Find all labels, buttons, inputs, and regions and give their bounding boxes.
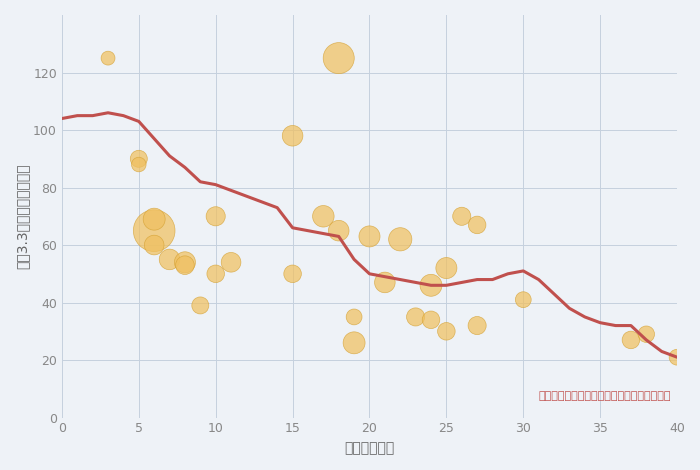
Point bbox=[410, 313, 421, 321]
Point bbox=[456, 212, 468, 220]
Point bbox=[179, 261, 190, 269]
Point bbox=[210, 270, 221, 278]
Point bbox=[364, 233, 375, 240]
Point bbox=[102, 55, 113, 62]
Point bbox=[349, 313, 360, 321]
Point bbox=[472, 322, 483, 329]
Point bbox=[640, 330, 652, 338]
Point bbox=[148, 241, 160, 249]
Point bbox=[287, 132, 298, 140]
Point bbox=[287, 270, 298, 278]
Point bbox=[441, 328, 452, 335]
Point bbox=[426, 282, 437, 289]
Point bbox=[333, 55, 344, 62]
Point bbox=[441, 264, 452, 272]
Point bbox=[225, 258, 237, 266]
Point bbox=[148, 227, 160, 235]
Text: 円の大きさは、取引のあった物件面積を示す: 円の大きさは、取引のあった物件面積を示す bbox=[538, 392, 671, 401]
Point bbox=[333, 227, 344, 235]
Point bbox=[318, 212, 329, 220]
Point bbox=[195, 302, 206, 309]
Point bbox=[210, 212, 221, 220]
Point bbox=[164, 256, 175, 263]
Point bbox=[426, 316, 437, 323]
Point bbox=[179, 258, 190, 266]
Point bbox=[133, 161, 144, 168]
Point bbox=[379, 279, 391, 286]
Point bbox=[133, 155, 144, 163]
Point bbox=[349, 339, 360, 346]
Point bbox=[148, 215, 160, 223]
Point bbox=[472, 221, 483, 229]
Point bbox=[395, 235, 406, 243]
Point bbox=[625, 336, 636, 344]
Point bbox=[518, 296, 529, 304]
Y-axis label: 坪（3.3㎡）単価（万円）: 坪（3.3㎡）単価（万円） bbox=[15, 164, 29, 269]
Point bbox=[671, 353, 682, 361]
X-axis label: 築年数（年）: 築年数（年） bbox=[344, 441, 395, 455]
